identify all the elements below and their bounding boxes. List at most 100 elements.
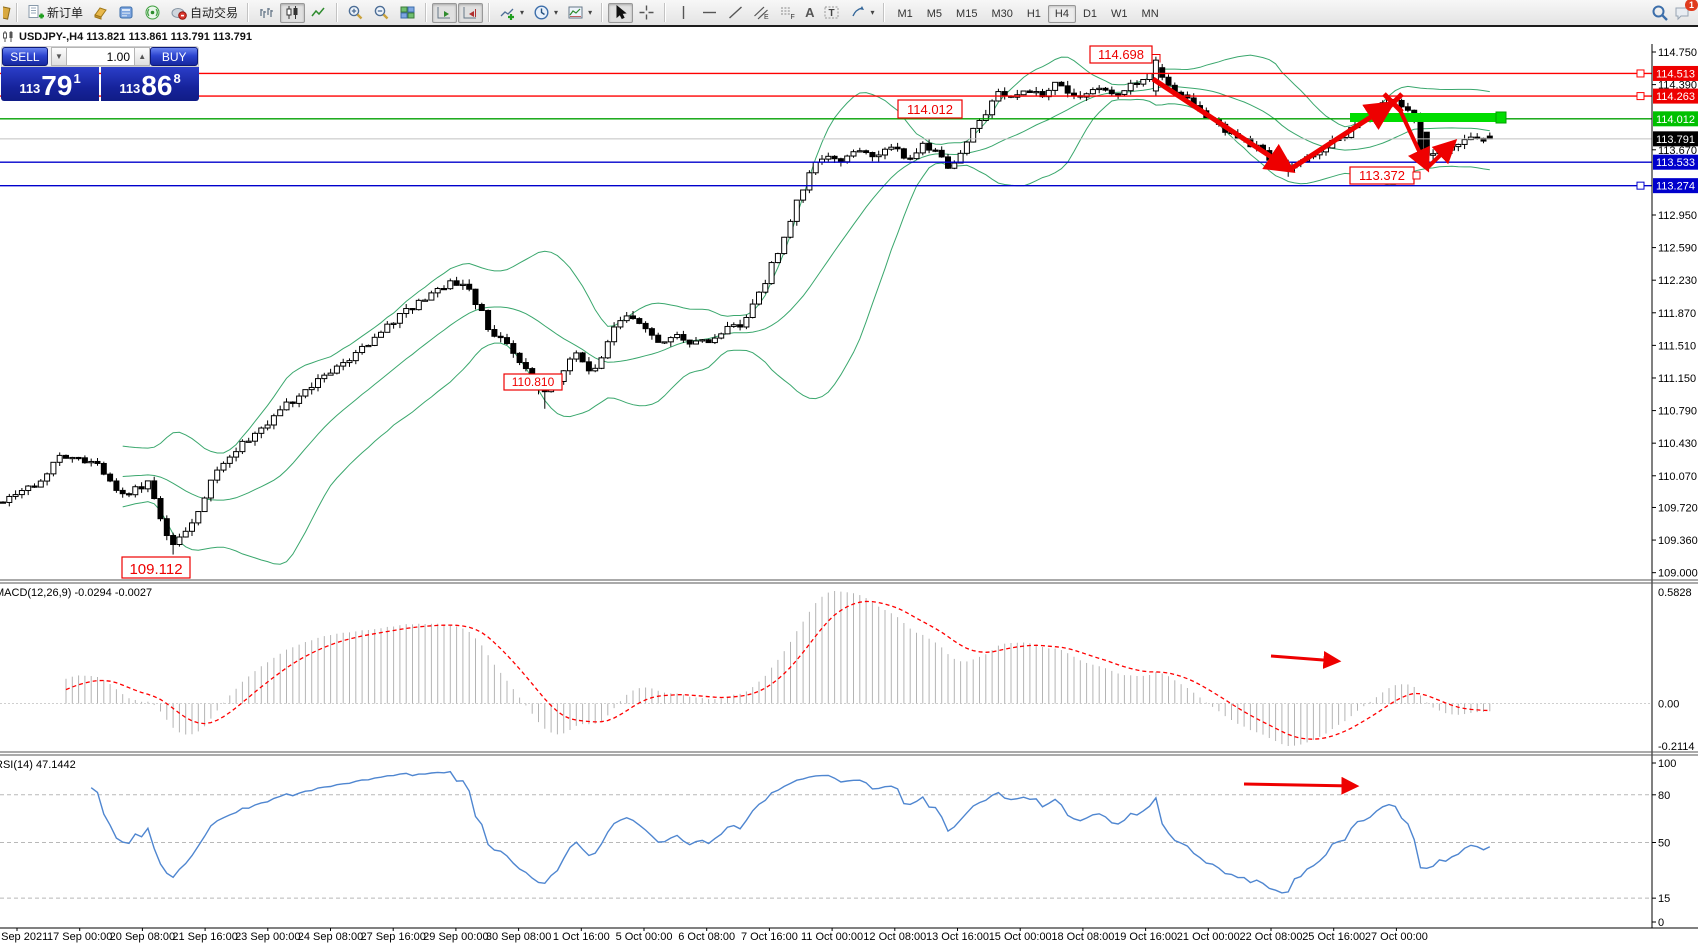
zoom-out-button[interactable] <box>369 3 394 23</box>
signals-button[interactable] <box>140 3 165 23</box>
zoom-in-button[interactable] <box>343 3 368 23</box>
periods-button[interactable]: ▾ <box>529 3 562 23</box>
indicators-button[interactable]: ▾ <box>495 3 528 23</box>
timeframe-d1[interactable]: D1 <box>1082 7 1098 20</box>
trend-arrow[interactable] <box>1425 139 1458 170</box>
tile-windows-icon <box>399 4 416 21</box>
price-chart-svg[interactable]: 114.698 114.012 113.372 110.810 109.112 114.7… <box>0 44 1698 945</box>
time-axis-label: 13 Oct 16:00 <box>926 931 989 943</box>
autotrading-label: 自动交易 <box>190 6 239 20</box>
channel-tool-button[interactable]: E <box>749 3 774 23</box>
axis-price-badge <box>1653 65 1698 81</box>
notifications-button[interactable]: 1 <box>1674 0 1698 21</box>
axis-price-badge <box>1653 88 1698 104</box>
timeframe-w1[interactable]: W1 <box>1111 7 1128 20</box>
timeframe-m15[interactable]: M15 <box>956 7 978 20</box>
templates-button[interactable]: ▾ <box>563 3 596 23</box>
macd-arrow[interactable] <box>1270 651 1342 670</box>
time-axis-label: 19 Oct 16:00 <box>1114 931 1177 943</box>
volume-increase-button[interactable]: ▲ <box>134 47 151 66</box>
chart-window-icon <box>2 30 15 43</box>
search-icon[interactable] <box>1651 4 1668 21</box>
tile-windows-button[interactable] <box>395 3 420 23</box>
line-handle[interactable] <box>1636 181 1645 190</box>
horizontal-line-tool-button[interactable] <box>697 3 722 23</box>
clipped-left-icon <box>3 4 11 21</box>
sell-price[interactable]: 113 79 1 <box>1 67 99 101</box>
line-handle[interactable] <box>1636 92 1645 101</box>
chart-title-bar: USDJPY-,H4 113.821 113.861 113.791 113.7… <box>0 29 1698 44</box>
highlight-zone-handle[interactable] <box>1495 111 1507 124</box>
annotation-box[interactable] <box>121 556 191 579</box>
axis-tick-label: 110.070 <box>1658 471 1697 483</box>
trendline-tool-button[interactable] <box>723 3 748 23</box>
buy-price[interactable]: 113 86 8 <box>101 67 199 101</box>
axis-tick-label: 113.670 <box>1658 145 1697 157</box>
text-label-tool-button[interactable]: T <box>819 3 844 23</box>
horizontal-line-icon <box>701 4 718 21</box>
market-watch-icon <box>118 4 135 21</box>
fibonacci-icon: F <box>779 4 796 21</box>
timeframe-m30[interactable]: M30 <box>991 7 1013 20</box>
axis-tick-label: 110.790 <box>1658 406 1697 418</box>
timeframe-mn[interactable]: MN <box>1141 7 1159 20</box>
new-order-button[interactable]: 新订单 <box>23 3 87 23</box>
axis-price-badge-text: 113.274 <box>1656 181 1695 193</box>
vertical-line-tool-button[interactable] <box>671 3 696 23</box>
time-axis-label: 21 Oct 00:00 <box>1177 931 1240 943</box>
time-axis-label: 27 Sep 16:00 <box>360 931 425 943</box>
vertical-line-icon <box>675 4 692 21</box>
rsi-scale-label: 0 <box>1658 917 1664 929</box>
trend-arrow[interactable] <box>1397 107 1430 173</box>
toolbar-separator <box>664 3 667 22</box>
auto-scroll-button[interactable] <box>432 2 458 23</box>
buy-price-big: 86 <box>141 70 173 101</box>
highlight-zone-bar[interactable] <box>1350 113 1497 122</box>
annotations: 114.698 114.012 113.372 110.810 109.112 <box>121 45 1421 579</box>
trend-arrow[interactable] <box>1151 76 1296 173</box>
crosshair-tool-button[interactable] <box>634 3 659 23</box>
buy-button[interactable]: BUY <box>150 47 199 66</box>
annotation-text: 114.698 <box>1098 47 1144 62</box>
annotation-box[interactable] <box>503 373 563 391</box>
indicators-icon <box>499 4 516 21</box>
time-axis-label: 24 Sep 08:00 <box>298 931 363 943</box>
arrows-tool-button[interactable]: ▾ <box>845 3 878 23</box>
time-axis-label: 17 Sep 00:00 <box>47 931 112 943</box>
crosshair-icon <box>638 4 655 21</box>
profiles-button[interactable] <box>88 3 113 23</box>
autotrading-button[interactable]: 自动交易 <box>166 3 242 23</box>
time-axis-label: 6 Oct 08:00 <box>678 931 735 943</box>
axis-price-badge <box>1653 111 1698 127</box>
sell-button[interactable]: SELL <box>2 47 48 66</box>
trend-arrow[interactable] <box>1287 101 1396 173</box>
bar-chart-icon <box>258 4 275 21</box>
volume-decrease-button[interactable]: ▼ <box>50 47 68 66</box>
market-watch-button[interactable] <box>114 3 139 23</box>
chart-shift-button[interactable] <box>458 2 484 23</box>
price-axis[interactable]: 114.750114.390113.670112.950112.590112.2… <box>1651 44 1698 928</box>
cursor-icon <box>612 4 629 21</box>
timeframe-h1[interactable]: H1 <box>1026 7 1041 20</box>
time-axis-label: 27 Oct 00:00 <box>1365 931 1428 943</box>
rsi-arrow[interactable] <box>1243 776 1360 795</box>
timeframe-m5[interactable]: M5 <box>926 7 943 20</box>
fibonacci-tool-button[interactable]: F <box>775 3 800 23</box>
cursor-tool-button[interactable] <box>608 2 634 23</box>
timeframe-h4[interactable]: H4 <box>1047 4 1076 23</box>
line-chart-mode-button[interactable] <box>306 3 331 23</box>
text-tool-button[interactable]: A <box>801 3 818 23</box>
timeframe-m1[interactable]: M1 <box>897 7 913 20</box>
chart-area[interactable]: 114.698 114.012 113.372 110.810 109.112 114.7… <box>0 44 1698 945</box>
annotation-handle[interactable] <box>1412 171 1421 180</box>
axis-tick-label: 112.950 <box>1658 210 1697 222</box>
bar-chart-mode-button[interactable] <box>254 3 279 23</box>
axis-tick-label: 110.430 <box>1658 438 1697 450</box>
line-handle[interactable] <box>1636 69 1645 78</box>
annotation-box[interactable] <box>897 99 963 119</box>
candlestick-mode-button[interactable] <box>280 2 306 23</box>
volume-input[interactable]: 1.00 <box>67 47 134 66</box>
buy-price-main: 113 <box>119 81 141 96</box>
annotation-text: 114.012 <box>907 102 953 117</box>
